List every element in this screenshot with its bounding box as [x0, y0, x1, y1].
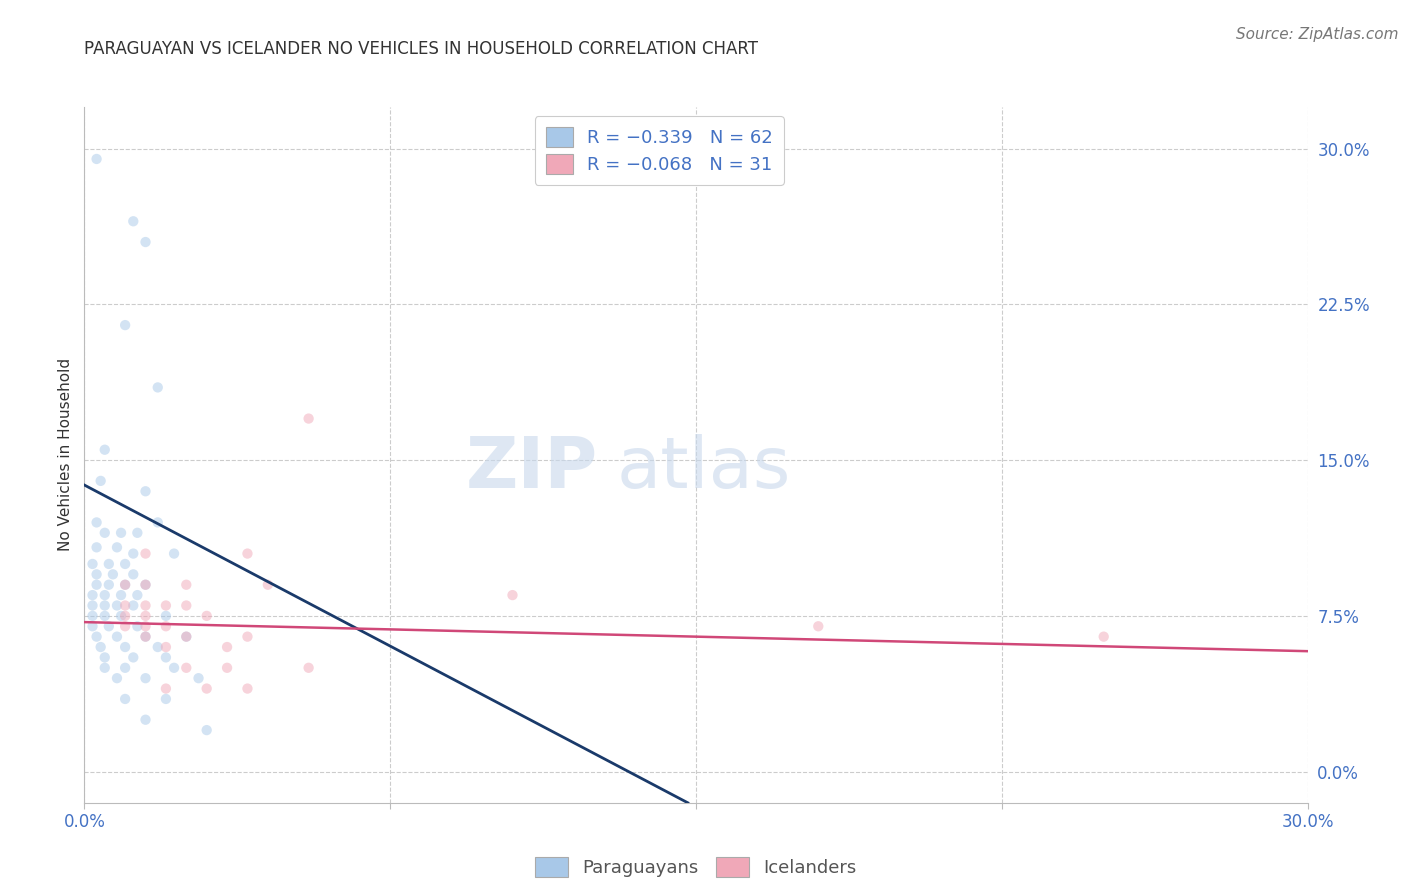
Point [114, 578, 136, 592]
Text: PARAGUAYAN VS ICELANDER NO VEHICLES IN HOUSEHOLD CORRELATION CHART: PARAGUAYAN VS ICELANDER NO VEHICLES IN H… [84, 40, 758, 58]
Point [217, 640, 239, 654]
Point [217, 661, 239, 675]
Point [174, 630, 197, 644]
Point [298, 661, 321, 675]
Point [146, 516, 169, 530]
Point [155, 650, 177, 665]
Point [93, 442, 115, 457]
Text: Source: ZipAtlas.com: Source: ZipAtlas.com [1236, 27, 1399, 42]
Point [114, 557, 136, 571]
Point [105, 541, 128, 555]
Point [135, 619, 157, 633]
Point [135, 608, 157, 623]
Point [93, 608, 115, 623]
Point [187, 671, 209, 685]
Point [174, 599, 197, 613]
Point [298, 411, 321, 425]
Point [105, 630, 128, 644]
Point [114, 640, 136, 654]
Point [90, 474, 112, 488]
Point [110, 525, 132, 540]
Point [93, 599, 115, 613]
Point [114, 661, 136, 675]
Point [174, 578, 197, 592]
Point [135, 713, 157, 727]
Point [86, 630, 108, 644]
Point [236, 630, 259, 644]
Point [155, 608, 177, 623]
Point [257, 578, 280, 592]
Point [127, 619, 149, 633]
Point [86, 516, 108, 530]
Point [1092, 630, 1115, 644]
Point [135, 630, 157, 644]
Point [114, 608, 136, 623]
Point [90, 640, 112, 654]
Point [236, 547, 259, 561]
Point [93, 525, 115, 540]
Point [122, 567, 145, 582]
Point [86, 152, 108, 166]
Point [97, 557, 120, 571]
Point [82, 608, 104, 623]
Point [86, 567, 108, 582]
Point [122, 214, 145, 228]
Point [101, 567, 124, 582]
Point [97, 578, 120, 592]
Point [82, 619, 104, 633]
Point [86, 541, 108, 555]
Point [82, 557, 104, 571]
Text: atlas: atlas [616, 434, 790, 503]
Point [135, 578, 157, 592]
Y-axis label: No Vehicles in Household: No Vehicles in Household [58, 359, 73, 551]
Point [105, 671, 128, 685]
Point [127, 525, 149, 540]
Point [236, 681, 259, 696]
Legend: Paraguayans, Icelanders: Paraguayans, Icelanders [529, 850, 863, 884]
Point [82, 588, 104, 602]
Point [195, 681, 218, 696]
Point [174, 661, 197, 675]
Point [195, 608, 218, 623]
Point [135, 578, 157, 592]
Point [146, 380, 169, 394]
Point [155, 640, 177, 654]
Point [93, 650, 115, 665]
Point [110, 588, 132, 602]
Point [110, 608, 132, 623]
Point [807, 619, 830, 633]
Point [122, 599, 145, 613]
Point [163, 547, 186, 561]
Point [105, 599, 128, 613]
Point [135, 235, 157, 249]
Point [93, 588, 115, 602]
Point [155, 619, 177, 633]
Point [146, 640, 169, 654]
Point [93, 661, 115, 675]
Point [114, 599, 136, 613]
Point [82, 599, 104, 613]
Point [163, 661, 186, 675]
Point [135, 484, 157, 499]
Point [127, 588, 149, 602]
Point [174, 630, 197, 644]
Point [155, 692, 177, 706]
Point [135, 671, 157, 685]
Point [86, 578, 108, 592]
Point [114, 578, 136, 592]
Point [135, 630, 157, 644]
Point [135, 547, 157, 561]
Point [501, 588, 523, 602]
Point [195, 723, 218, 738]
Point [122, 650, 145, 665]
Text: ZIP: ZIP [465, 434, 598, 503]
Point [122, 547, 145, 561]
Point [97, 619, 120, 633]
Point [114, 318, 136, 332]
Point [114, 619, 136, 633]
Point [114, 692, 136, 706]
Point [155, 599, 177, 613]
Point [155, 681, 177, 696]
Point [135, 599, 157, 613]
